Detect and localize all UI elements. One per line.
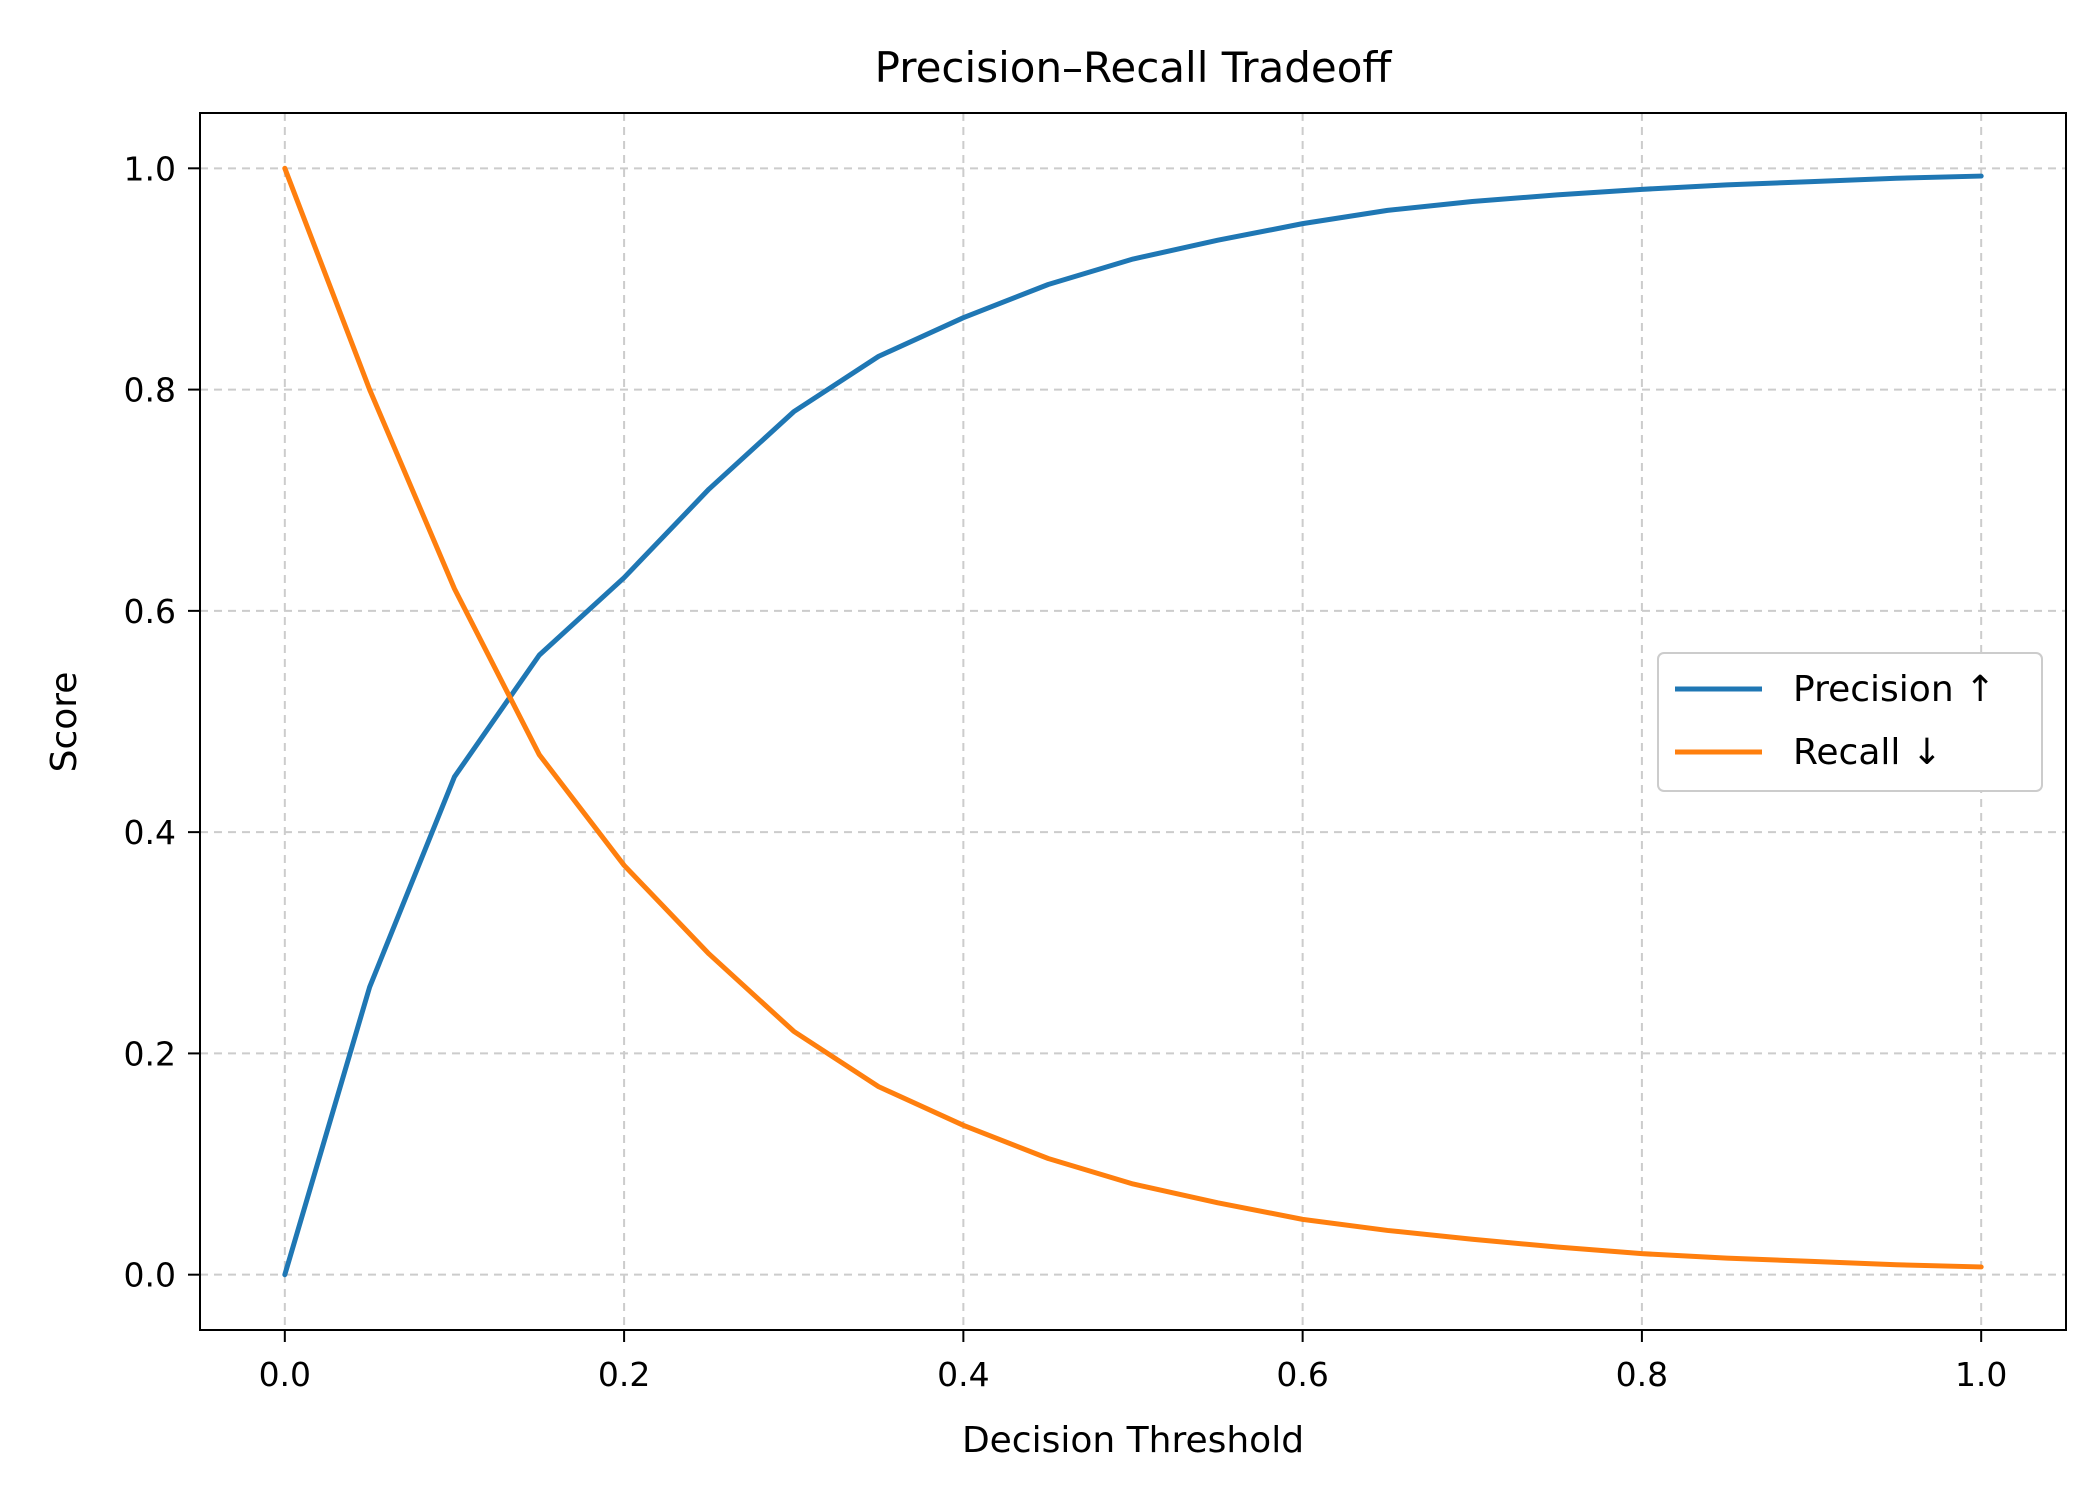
y-tick-label: 0.0: [124, 1256, 176, 1295]
x-axis-label: Decision Threshold: [962, 1420, 1304, 1461]
recall-line: [282, 165, 1984, 1270]
y-axis-label: Score: [44, 672, 85, 773]
legend-recall-label: Recall ↓: [1793, 732, 1942, 773]
x-tick-label: 0.2: [598, 1355, 650, 1394]
y-tick-label: 0.6: [124, 592, 176, 631]
x-tick-label: 0.6: [1276, 1355, 1328, 1394]
y-tick-label: 0.8: [124, 371, 176, 410]
y-tick-label: 1.0: [124, 149, 176, 188]
series-lines: [282, 165, 1984, 1278]
y-tick-label: 0.2: [124, 1034, 176, 1073]
plot-frame: [199, 112, 2067, 1331]
legend-precision-label: Precision ↑: [1793, 669, 1995, 710]
x-tick-label: 0.4: [937, 1355, 989, 1394]
x-tick-label: 1.0: [1955, 1355, 2007, 1394]
y-tick-label: 0.4: [124, 813, 176, 852]
legend: Precision ↑ Recall ↓: [1657, 652, 2043, 792]
x-axis-ticks: 0.0 0.2 0.4 0.6 0.8 1.0: [259, 1330, 2007, 1394]
x-tick-label: 0.8: [1616, 1355, 1668, 1394]
chart-title: Precision–Recall Tradeoff: [875, 43, 1393, 92]
y-axis-ticks: 0.0 0.2 0.4 0.6 0.8 1.0: [124, 149, 200, 1295]
precision-line: [282, 173, 1984, 1278]
x-tick-label: 0.0: [259, 1355, 311, 1394]
